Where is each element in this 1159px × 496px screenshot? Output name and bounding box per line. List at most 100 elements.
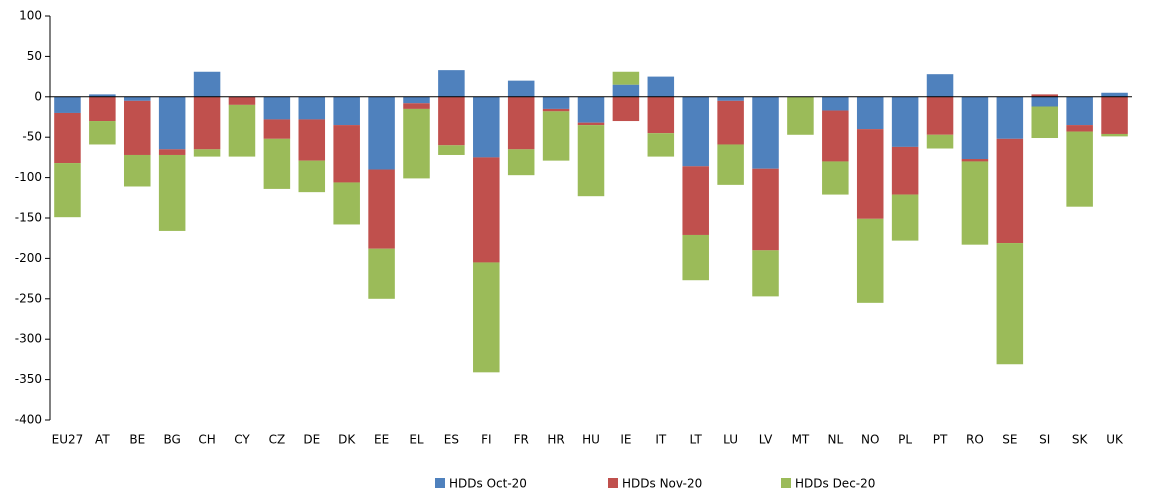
bar-segment xyxy=(298,119,326,161)
x-tick-label: NL xyxy=(827,433,843,447)
x-tick-label: DK xyxy=(338,433,356,447)
bar-segment xyxy=(647,96,675,134)
bar-segment xyxy=(333,96,360,126)
bar-segment xyxy=(298,160,326,193)
bar-segment xyxy=(54,163,81,218)
y-tick-label: -50 xyxy=(22,130,42,144)
bar-segment xyxy=(193,149,221,157)
legend-label: HDDs Oct-20 xyxy=(449,477,527,491)
bar-segment xyxy=(54,112,81,164)
bar-segment xyxy=(228,104,256,157)
bar-segment xyxy=(263,138,291,189)
x-tick-label: EU27 xyxy=(52,433,84,447)
bar-segment xyxy=(1031,94,1059,97)
x-tick-label: CH xyxy=(198,433,215,447)
y-tick-label: 50 xyxy=(27,49,42,63)
bar-segment xyxy=(542,111,570,161)
bar-segment xyxy=(298,96,326,120)
bar-segment xyxy=(368,248,395,299)
bar-segment xyxy=(996,96,1024,139)
bar-segment xyxy=(752,96,779,169)
bar-segment xyxy=(961,96,989,160)
bar-segment xyxy=(682,96,709,167)
bar-segment xyxy=(612,84,640,97)
bar-segment xyxy=(438,96,465,146)
bar-segment xyxy=(368,169,395,249)
x-tick-label: SE xyxy=(1002,433,1017,447)
bar-segment xyxy=(961,161,989,245)
x-tick-label: HU xyxy=(582,433,600,447)
y-tick-label: -350 xyxy=(15,372,42,386)
legend-swatch xyxy=(781,478,791,488)
bar-segment xyxy=(752,168,779,251)
x-tick-label: DE xyxy=(303,433,320,447)
bar-segment xyxy=(926,74,954,97)
x-tick-label: PL xyxy=(898,433,912,447)
bar-segment xyxy=(612,96,640,122)
bar-segment xyxy=(717,96,744,101)
bar-segment xyxy=(577,125,605,197)
x-tick-label: EE xyxy=(374,433,389,447)
x-tick-label: LU xyxy=(723,433,738,447)
bar-segment xyxy=(822,161,849,195)
x-tick-label: FI xyxy=(481,433,491,447)
bar-segment xyxy=(577,122,605,126)
bar-segment xyxy=(996,138,1024,244)
bar-segment xyxy=(856,96,884,130)
x-tick-label: FR xyxy=(514,433,529,447)
y-tick-label: -100 xyxy=(15,170,42,184)
bar-segment xyxy=(123,154,151,187)
y-tick-label: 0 xyxy=(34,89,42,103)
x-tick-label: ES xyxy=(444,433,459,447)
bar-segment xyxy=(89,94,116,97)
x-tick-label: RO xyxy=(966,433,984,447)
bar-segment xyxy=(822,110,849,162)
bar-segment xyxy=(787,96,814,135)
bar-segment xyxy=(717,100,744,145)
y-tick-label: -400 xyxy=(15,413,42,427)
bar-segment xyxy=(961,159,989,162)
x-tick-label: EL xyxy=(409,433,424,447)
bar-segment xyxy=(891,146,919,195)
x-tick-label: BG xyxy=(163,433,180,447)
x-tick-label: IT xyxy=(655,433,667,447)
bar-segment xyxy=(193,96,221,150)
x-tick-label: CZ xyxy=(269,433,286,447)
bar-segment xyxy=(333,182,360,225)
bar-segment xyxy=(647,76,675,97)
bar-segment xyxy=(473,157,500,263)
x-tick-label: UK xyxy=(1106,433,1124,447)
legend-label: HDDs Nov-20 xyxy=(622,477,702,491)
bar-segment xyxy=(891,96,919,147)
bar-segment xyxy=(822,96,849,111)
bar-segment xyxy=(542,96,570,109)
bar-segment xyxy=(438,145,465,155)
bar-segment xyxy=(682,234,709,281)
x-tick-label: LT xyxy=(690,433,703,447)
bar-segment xyxy=(1066,96,1093,126)
bar-segment xyxy=(1066,131,1093,207)
bar-segment xyxy=(542,108,570,112)
y-tick-label: -250 xyxy=(15,291,42,305)
bar-segment xyxy=(1101,92,1128,97)
bar-segment xyxy=(333,125,360,183)
bar-segment xyxy=(403,96,430,104)
bar-segment xyxy=(54,96,81,113)
legend-label: HDDs Dec-20 xyxy=(795,477,875,491)
bar-segment xyxy=(891,194,919,241)
bar-segment xyxy=(577,96,605,123)
x-tick-label: IE xyxy=(620,433,631,447)
bar-segment xyxy=(123,100,151,155)
bar-segment xyxy=(647,133,675,157)
legend-swatch xyxy=(435,478,445,488)
bar-segment xyxy=(368,96,395,170)
bar-segment xyxy=(438,70,465,97)
bar-segment xyxy=(752,250,779,297)
bar-segment xyxy=(507,80,535,97)
bar-segment xyxy=(158,96,186,150)
y-tick-label: 100 xyxy=(19,9,42,23)
bar-segment xyxy=(717,144,744,185)
x-tick-label: BE xyxy=(129,433,145,447)
bar-segment xyxy=(507,96,535,150)
bar-segment xyxy=(1101,96,1128,134)
